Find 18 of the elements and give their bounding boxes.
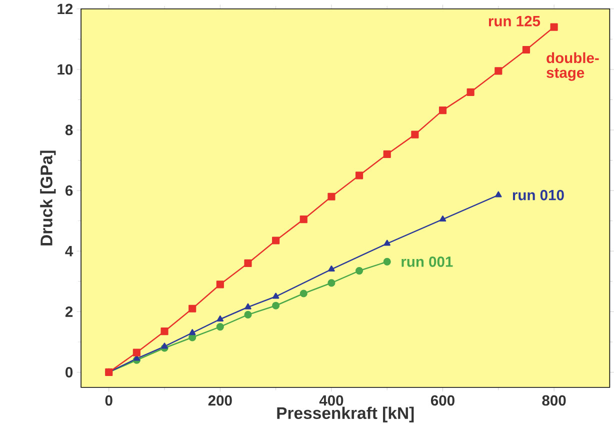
- x-axis-title: Pressenkraft [kN]: [277, 406, 414, 422]
- y-tick-label: 2: [65, 306, 73, 317]
- annotation: run 001: [402, 256, 453, 268]
- y-tick-label: 10: [58, 64, 73, 75]
- x-tick-label: 200: [208, 395, 232, 406]
- y-tick-label: 8: [65, 124, 73, 136]
- annotation: run 010: [512, 190, 564, 200]
- y-axis-title: Druck [GPa]: [40, 150, 56, 246]
- annotation: double-stage: [546, 52, 599, 82]
- y-tick-label: 0: [66, 367, 73, 378]
- y-tick-label: 6: [65, 185, 73, 196]
- x-tick-label: 800: [542, 395, 566, 406]
- x-tick-label: 400: [319, 395, 344, 406]
- y-tick-label: 4: [65, 246, 74, 256]
- y-tick-label: 12: [58, 4, 73, 14]
- x-tick-label: 0: [105, 395, 112, 406]
- annotation: run 125: [488, 16, 540, 27]
- x-tick-label: 600: [430, 395, 454, 406]
